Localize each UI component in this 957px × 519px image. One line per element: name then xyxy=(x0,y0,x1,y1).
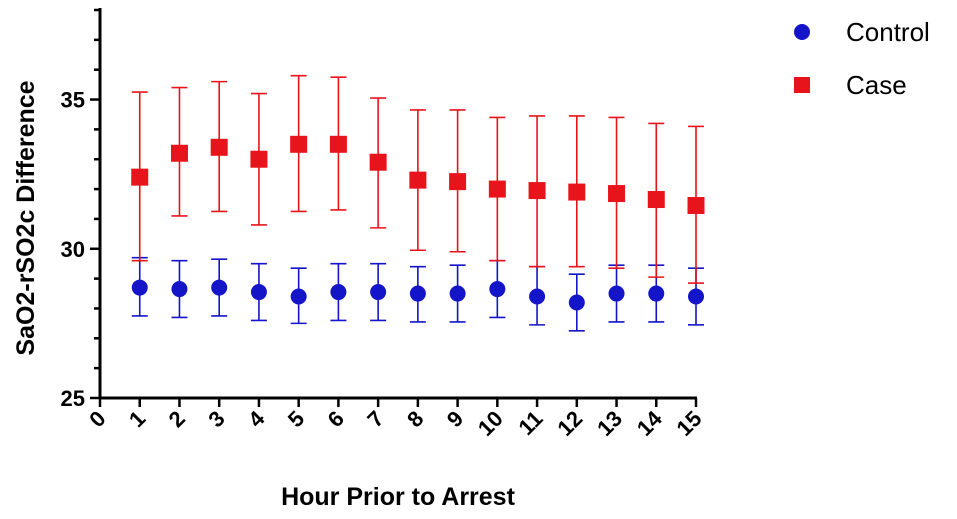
series-case xyxy=(131,74,705,284)
data-point-control xyxy=(131,279,148,296)
x-axis-title: Hour Prior to Arrest xyxy=(281,483,516,511)
data-point-case xyxy=(329,135,347,153)
x-tick-label: 0 xyxy=(84,406,110,432)
y-tick-label: 25 xyxy=(61,386,85,411)
data-point-case xyxy=(250,150,268,168)
legend-label-control: Control xyxy=(846,17,930,47)
data-point-case xyxy=(369,153,387,171)
data-point-control xyxy=(250,284,267,301)
legend-item-control: Control xyxy=(794,17,930,47)
data-point-control xyxy=(648,285,665,302)
data-point-control xyxy=(409,285,426,302)
data-point-control xyxy=(489,281,506,298)
x-ticks: 0 1 2 3 4 5 6 7 8 9 10 11 12 13 14 15 xyxy=(84,398,707,441)
axes xyxy=(98,8,697,400)
data-point-case xyxy=(528,182,546,200)
data-point-case xyxy=(131,168,149,186)
x-tick-label: 1 xyxy=(124,406,150,432)
x-tick-label: 14 xyxy=(632,405,668,441)
data-point-control xyxy=(171,281,188,298)
data-point-case xyxy=(449,173,467,191)
x-tick-label: 8 xyxy=(402,406,428,432)
x-tick-label: 2 xyxy=(164,406,190,432)
data-point-control xyxy=(529,288,546,305)
y-tick-label: 30 xyxy=(61,237,85,262)
data-point-case xyxy=(290,135,308,153)
legend-marker-case xyxy=(794,77,810,93)
x-tick-label: 9 xyxy=(442,406,468,432)
x-tick-label: 7 xyxy=(362,406,388,432)
data-point-case xyxy=(647,191,665,209)
y-axis-title: SaO2-rSO2c Difference xyxy=(12,80,40,355)
series-layer xyxy=(131,74,705,332)
data-point-case xyxy=(409,171,427,189)
data-point-control xyxy=(688,288,704,305)
x-tick-label: 3 xyxy=(203,406,229,432)
y-ticks: 25 30 35 xyxy=(61,8,100,411)
x-tick-label: 5 xyxy=(283,406,309,432)
data-point-control xyxy=(449,285,466,302)
data-point-case xyxy=(687,196,705,214)
data-point-case xyxy=(210,138,228,156)
legend: Control Case xyxy=(794,17,930,100)
x-tick-label: 6 xyxy=(323,406,349,432)
legend-label-case: Case xyxy=(846,70,907,100)
x-tick-label: 13 xyxy=(592,406,627,441)
data-point-control xyxy=(330,284,347,301)
x-tick-label: 12 xyxy=(552,406,587,441)
series-control xyxy=(131,256,704,332)
data-point-case xyxy=(488,180,506,198)
data-point-case xyxy=(170,144,188,162)
data-point-control xyxy=(290,288,307,305)
x-tick-label: 11 xyxy=(513,406,547,440)
data-point-case xyxy=(608,185,626,203)
data-point-control xyxy=(568,294,585,311)
legend-marker-control xyxy=(794,24,810,40)
data-point-control xyxy=(608,285,625,302)
data-point-case xyxy=(568,183,586,201)
legend-item-case: Case xyxy=(794,70,907,100)
y-tick-label: 35 xyxy=(61,88,85,113)
data-point-control xyxy=(370,284,387,301)
x-tick-label: 4 xyxy=(243,405,270,432)
data-point-control xyxy=(211,279,228,296)
x-tick-label: 10 xyxy=(473,406,508,441)
x-tick-label: 15 xyxy=(672,406,707,441)
